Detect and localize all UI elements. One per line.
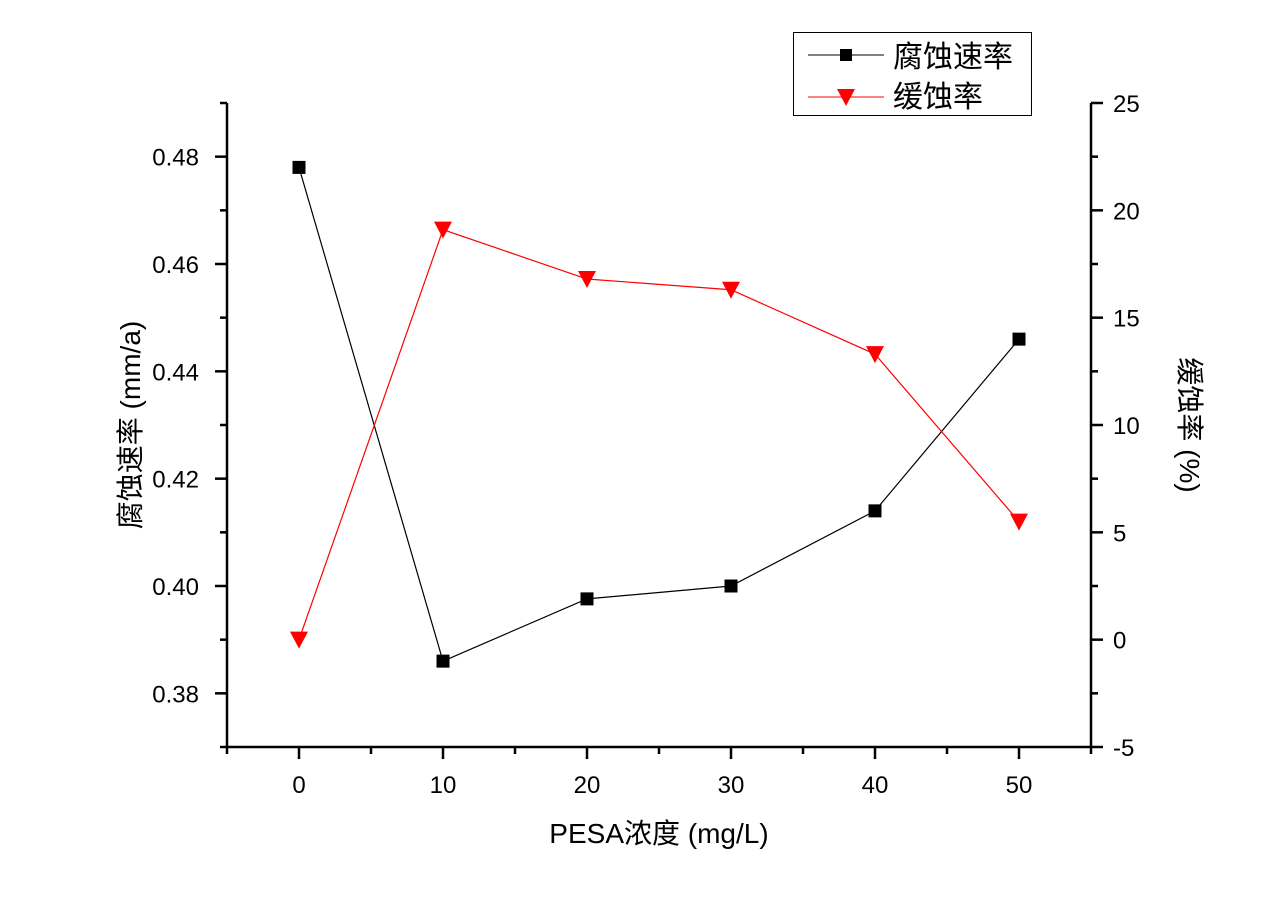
series-line-1 xyxy=(298,228,1020,640)
data-point-square xyxy=(436,654,450,668)
x-tick-label: 50 xyxy=(1006,772,1033,799)
legend-marker-triangle xyxy=(837,89,855,106)
y2-tick-label: -5 xyxy=(1113,735,1134,762)
data-point-square xyxy=(724,579,738,593)
y-axis-label: 腐蚀速率 (mm/a) xyxy=(115,321,146,529)
y-tick-label: 0.38 xyxy=(152,681,199,708)
x-tick-label: 30 xyxy=(718,772,745,799)
y2-tick-label: 10 xyxy=(1113,413,1140,440)
y2-tick-label: 20 xyxy=(1113,198,1140,225)
data-point-square xyxy=(292,160,306,174)
data-point-triangle xyxy=(866,346,884,364)
x-tick-label: 20 xyxy=(574,772,601,799)
y-tick-label: 0.40 xyxy=(152,574,199,601)
legend: 腐蚀速率 缓蚀率 xyxy=(793,32,1032,116)
series-line-0 xyxy=(298,167,1020,662)
legend-label-corrosion-rate: 腐蚀速率 xyxy=(893,40,1013,75)
y-tick-label: 0.42 xyxy=(152,467,199,494)
x-axis-label: PESA浓度 (mg/L) xyxy=(549,818,768,849)
y2-tick-label: 5 xyxy=(1113,520,1126,547)
x-tick-label: 40 xyxy=(862,772,889,799)
data-point-triangle xyxy=(1010,513,1028,531)
legend-label-inhibition-rate: 缓蚀率 xyxy=(893,80,983,115)
series xyxy=(290,160,1028,668)
y2-tick-label: 15 xyxy=(1113,306,1140,333)
legend-box xyxy=(793,32,1032,116)
data-point-triangle xyxy=(290,631,308,649)
data-point-square xyxy=(1012,332,1026,346)
y2-tick-label: 0 xyxy=(1113,628,1126,655)
axes: 0 10 20 30 40 50 0.38 0.40 0.42 0.44 0.46 0.48 -5 0 5 1… xyxy=(152,91,1139,799)
data-point-square xyxy=(868,504,882,518)
data-point-triangle xyxy=(578,271,596,289)
y-tick-label: 0.44 xyxy=(152,359,199,386)
x-tick-label: 10 xyxy=(430,772,457,799)
y-tick-label: 0.46 xyxy=(152,252,199,279)
data-point-triangle xyxy=(434,221,452,239)
y2-tick-label: 25 xyxy=(1113,91,1140,118)
data-point-triangle xyxy=(722,281,740,299)
x-tick-label: 0 xyxy=(292,772,305,799)
y-tick-label: 0.48 xyxy=(152,145,199,172)
y2-axis-label: 缓蚀率 (%) xyxy=(1174,357,1205,492)
data-point-square xyxy=(580,592,594,606)
legend-marker-square xyxy=(840,49,852,61)
